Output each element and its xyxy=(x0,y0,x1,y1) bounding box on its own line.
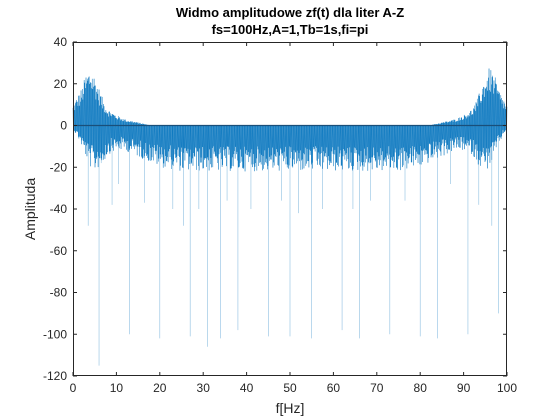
x-tick-label: 0 xyxy=(70,381,77,395)
ticks-layer: 0 10 20 30 40 50 60 70 80 90 100 40 20 0 -20 -40 -60 -80 -… xyxy=(43,35,517,395)
y-tick-label: -120 xyxy=(43,369,67,383)
data-layer xyxy=(72,68,508,366)
chart-subtitle: fs=100Hz,A=1,Tb=1s,fi=pi xyxy=(212,22,369,37)
plot-area xyxy=(73,42,507,376)
x-tick-label: 100 xyxy=(497,381,517,395)
x-tick-label: 90 xyxy=(457,381,471,395)
x-tick-label: 80 xyxy=(414,381,428,395)
x-tick-label: 60 xyxy=(327,381,341,395)
y-axis-label: Amplituda xyxy=(22,178,38,240)
x-tick-label: 70 xyxy=(370,381,384,395)
x-axis-label: f[Hz] xyxy=(276,400,305,416)
y-tick-label: 40 xyxy=(54,35,68,49)
x-tick-label: 10 xyxy=(110,381,124,395)
x-tick-label: 30 xyxy=(197,381,211,395)
x-tick-label: 20 xyxy=(153,381,167,395)
y-tick-label: -100 xyxy=(43,327,67,341)
y-tick-label: 20 xyxy=(54,77,68,91)
chart-title: Widmo amplitudowe zf(t) dla liter A-Z xyxy=(176,5,404,20)
y-tick-label: -60 xyxy=(50,244,68,258)
x-tick-label: 50 xyxy=(283,381,297,395)
y-tick-label: 0 xyxy=(60,119,67,133)
y-tick-label: -80 xyxy=(50,286,68,300)
y-tick-label: -40 xyxy=(50,202,68,216)
x-tick-label: 40 xyxy=(240,381,254,395)
y-tick-label: -20 xyxy=(50,160,68,174)
